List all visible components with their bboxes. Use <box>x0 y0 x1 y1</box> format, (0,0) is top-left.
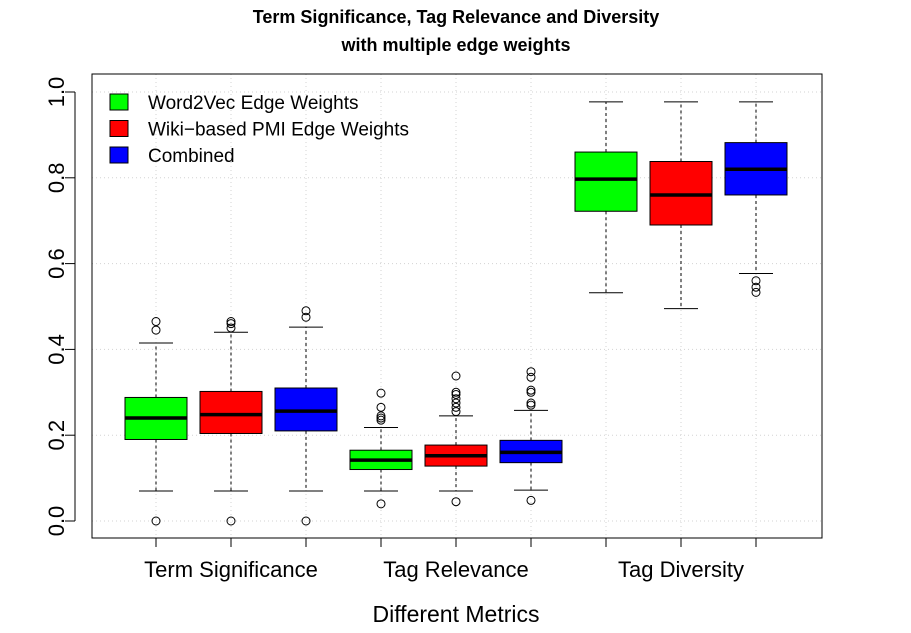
outlier-point <box>451 371 461 381</box>
legend-item: Combined <box>109 146 235 167</box>
outlier-point <box>526 398 536 408</box>
outlier-point <box>526 495 536 505</box>
x-category-label: Tag Diversity <box>618 557 744 582</box>
legend-label: Combined <box>148 146 235 167</box>
outlier-point <box>226 317 236 327</box>
y-tick-label: 0.4 <box>44 334 69 365</box>
legend-swatch <box>109 146 129 164</box>
outlier-point <box>151 516 161 526</box>
outlier-point <box>376 415 386 425</box>
legend-label: Word2Vec Edge Weights <box>148 93 359 114</box>
x-axis-label: Different Metrics <box>372 601 539 627</box>
legend-swatch <box>109 120 129 137</box>
outlier-point <box>751 276 761 286</box>
outlier-point <box>301 306 311 316</box>
box-3-1 <box>574 101 638 294</box>
outlier-point <box>226 319 236 329</box>
outlier-point <box>526 372 536 382</box>
outlier-point <box>151 325 161 335</box>
box-iqr <box>574 151 638 212</box>
legend-label: Wiki−based PMI Edge Weights <box>148 120 409 141</box>
outlier-point <box>376 499 386 509</box>
y-tick-label: 1.0 <box>44 77 69 108</box>
outlier-point <box>751 287 761 297</box>
outlier-point <box>376 413 386 423</box>
outlier-point <box>451 398 461 408</box>
plot-frame <box>91 73 823 539</box>
outlier-point <box>451 387 461 397</box>
outlier-point <box>451 394 461 404</box>
grid-lines <box>92 74 822 538</box>
outlier-point <box>376 411 386 421</box>
plot-area <box>124 101 788 526</box>
axes: 0.0 0.2 0.4 0.6 0.8 1.0 Term Significance Tag R… <box>44 77 757 582</box>
outlier-point <box>226 516 236 526</box>
legend-item: Word2Vec Edge Weights <box>109 93 359 114</box>
outlier-point <box>526 387 536 397</box>
y-tick-label: 0.0 <box>44 506 69 537</box>
y-tick-label: 0.2 <box>44 420 69 451</box>
y-tick-label: 0.8 <box>44 163 69 194</box>
outlier-point <box>526 385 536 395</box>
outlier-point <box>451 402 461 412</box>
box-iqr <box>199 390 263 434</box>
outlier-point <box>526 367 536 377</box>
outlier-point <box>301 516 311 526</box>
y-tick-label: 0.6 <box>44 248 69 279</box>
x-category-label: Term Significance <box>144 557 318 582</box>
outlier-point <box>451 497 461 507</box>
box-1-3 <box>274 306 338 526</box>
outlier-point <box>451 407 461 417</box>
legend-swatch <box>109 93 129 111</box>
box-1-1 <box>124 317 188 526</box>
outlier-point <box>226 323 236 333</box>
box-2-2 <box>424 371 488 507</box>
outlier-point <box>526 400 536 410</box>
outlier-point <box>301 312 311 322</box>
outlier-point <box>451 389 461 399</box>
outlier-point <box>376 388 386 398</box>
box-1-2 <box>199 317 263 526</box>
outlier-point <box>151 317 161 327</box>
chart-subtitle: with multiple edge weights <box>340 35 570 55</box>
x-category-label: Tag Relevance <box>383 557 529 582</box>
box-2-3 <box>499 367 563 505</box>
chart-title: Term Significance, Tag Relevance and Div… <box>253 7 660 27</box>
box-3-3 <box>724 101 788 297</box>
box-2-1 <box>349 388 413 509</box>
legend: Word2Vec Edge Weights Wiki−based PMI Edge… <box>109 93 409 167</box>
box-3-2 <box>649 101 713 310</box>
legend-item: Wiki−based PMI Edge Weights <box>109 120 409 141</box>
outlier-point <box>376 402 386 412</box>
outlier-point <box>751 282 761 292</box>
